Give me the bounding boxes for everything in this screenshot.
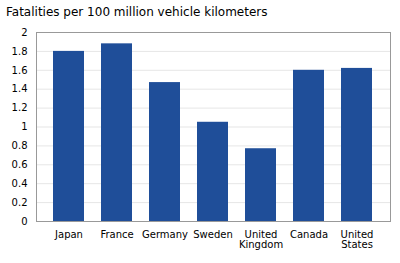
svg-text:0: 0 — [21, 216, 27, 227]
svg-text:0.4: 0.4 — [12, 178, 28, 189]
svg-text:2: 2 — [21, 27, 27, 38]
svg-text:0.8: 0.8 — [12, 140, 28, 151]
svg-text:1: 1 — [21, 121, 27, 132]
svg-text:UnitedStates: UnitedStates — [341, 229, 374, 250]
svg-text:0.6: 0.6 — [12, 159, 28, 170]
html-text:Fatalities per 100 million veh: Fatalities per 100 million vehicle kilom… — [6, 5, 268, 19]
svg-text:France: France — [100, 229, 133, 240]
svg-text:1.8: 1.8 — [12, 46, 28, 57]
svg-text:UnitedKingdom: UnitedKingdom — [239, 229, 283, 250]
svg-text:1.6: 1.6 — [12, 65, 28, 76]
svg-text:Canada: Canada — [290, 229, 328, 240]
svg-text:Sweden: Sweden — [193, 229, 233, 240]
svg-text:1.4: 1.4 — [12, 83, 28, 94]
svg-text:1.2: 1.2 — [12, 102, 28, 113]
svg-text:Japan: Japan — [54, 229, 83, 240]
svg-text:0.2: 0.2 — [12, 197, 28, 208]
svg-text:Germany: Germany — [142, 229, 188, 240]
